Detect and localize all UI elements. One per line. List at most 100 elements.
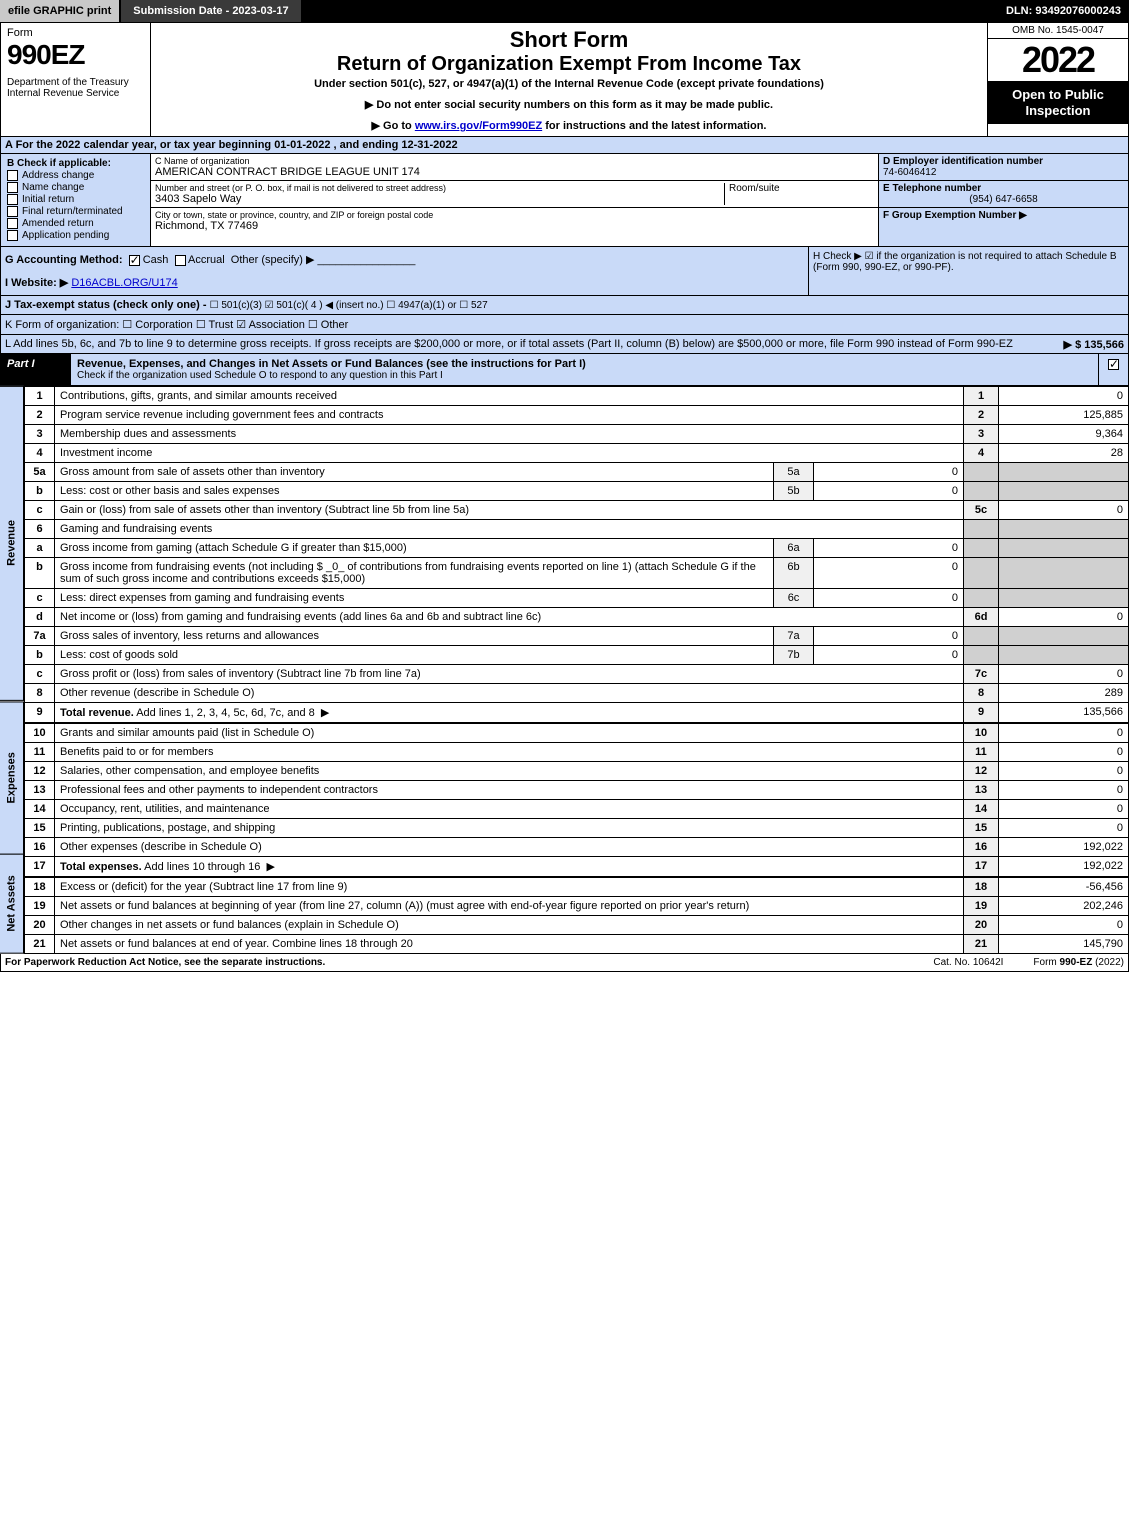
city-cell: City or town, state or province, country… xyxy=(151,208,878,246)
line-desc: Gross income from fundraising events (no… xyxy=(55,558,774,589)
header-right: OMB No. 1545-0047 2022 Open to Public In… xyxy=(988,23,1128,136)
chk-application-pending[interactable]: Application pending xyxy=(7,230,144,241)
table-row: 13Professional fees and other payments t… xyxy=(25,781,1129,800)
shaded-cell xyxy=(999,520,1129,539)
table-row: 17Total expenses. Add lines 10 through 1… xyxy=(25,857,1129,877)
footer-form: 990-EZ xyxy=(1060,957,1093,968)
line-desc: Gross income from gaming (attach Schedul… xyxy=(55,539,774,558)
chk-name-change[interactable]: Name change xyxy=(7,182,144,193)
revenue-table: 1Contributions, gifts, grants, and simil… xyxy=(24,386,1129,723)
org-name: AMERICAN CONTRACT BRIDGE LEAGUE UNIT 174 xyxy=(155,166,874,178)
line-desc: Investment income xyxy=(55,444,964,463)
part-i-title-text: Revenue, Expenses, and Changes in Net As… xyxy=(77,358,586,370)
cash-label: Cash xyxy=(143,254,169,266)
website-link[interactable]: D16ACBL.ORG/U174 xyxy=(71,277,177,289)
department: Department of the Treasury Internal Reve… xyxy=(7,77,144,99)
subline-value: 0 xyxy=(814,539,964,558)
org-name-label: C Name of organization xyxy=(155,156,874,166)
line-number: b xyxy=(25,646,55,665)
line-value: 28 xyxy=(999,444,1129,463)
line-g-left: G Accounting Method: Cash Accrual Other … xyxy=(1,247,808,295)
line-l-text: L Add lines 5b, 6c, and 7b to line 9 to … xyxy=(5,338,1013,350)
subline-value: 0 xyxy=(814,463,964,482)
side-labels: Revenue Expenses Net Assets xyxy=(0,386,24,954)
line-value: 0 xyxy=(999,608,1129,627)
subline-label: 7b xyxy=(774,646,814,665)
accrual-label: Accrual xyxy=(188,254,225,266)
line-ref: 6d xyxy=(964,608,999,627)
line-ref: 10 xyxy=(964,724,999,743)
line-value: 0 xyxy=(999,501,1129,520)
table-row: aGross income from gaming (attach Schedu… xyxy=(25,539,1129,558)
subline-label: 5b xyxy=(774,482,814,501)
accounting-method-label: G Accounting Method: xyxy=(5,254,123,266)
subline-value: 0 xyxy=(814,589,964,608)
line-desc: Excess or (deficit) for the year (Subtra… xyxy=(55,878,964,897)
line-ref: 11 xyxy=(964,743,999,762)
line-desc: Less: cost of goods sold xyxy=(55,646,774,665)
part-i-checkbox[interactable] xyxy=(1098,354,1128,385)
table-row: bLess: cost of goods sold7b0 xyxy=(25,646,1129,665)
table-row: 18Excess or (deficit) for the year (Subt… xyxy=(25,878,1129,897)
side-netassets: Net Assets xyxy=(0,854,24,954)
chk-address-change[interactable]: Address change xyxy=(7,170,144,181)
chk-accrual[interactable] xyxy=(175,255,186,266)
line-desc: Program service revenue including govern… xyxy=(55,406,964,425)
line-number: b xyxy=(25,482,55,501)
shaded-cell xyxy=(999,539,1129,558)
line-ref: 12 xyxy=(964,762,999,781)
netassets-table: 18Excess or (deficit) for the year (Subt… xyxy=(24,877,1129,954)
main-table-wrap: Revenue Expenses Net Assets 1Contributio… xyxy=(0,386,1129,954)
line-number: 10 xyxy=(25,724,55,743)
line-ref: 3 xyxy=(964,425,999,444)
submission-date: Submission Date - 2023-03-17 xyxy=(119,0,302,22)
chk-final-return[interactable]: Final return/terminated xyxy=(7,206,144,217)
chk-label-3: Final return/terminated xyxy=(22,206,123,217)
city-label: City or town, state or province, country… xyxy=(155,210,874,220)
chk-label-5: Application pending xyxy=(22,230,109,241)
line-l-amount: ▶ $ 135,566 xyxy=(1064,338,1124,351)
short-form-title: Short Form xyxy=(159,27,979,53)
title-box: Short Form Return of Organization Exempt… xyxy=(151,23,988,136)
shaded-cell xyxy=(999,558,1129,589)
line-number: 16 xyxy=(25,838,55,857)
footer-right: Form 990-EZ (2022) xyxy=(1033,957,1124,968)
subline-value: 0 xyxy=(814,627,964,646)
line-number: 20 xyxy=(25,916,55,935)
line-ref: 19 xyxy=(964,897,999,916)
line-desc: Membership dues and assessments xyxy=(55,425,964,444)
line-number: 5a xyxy=(25,463,55,482)
table-row: cGross profit or (loss) from sales of in… xyxy=(25,665,1129,684)
col-org-info: C Name of organization AMERICAN CONTRACT… xyxy=(151,154,878,246)
table-row: bLess: cost or other basis and sales exp… xyxy=(25,482,1129,501)
table-row: 11Benefits paid to or for members110 xyxy=(25,743,1129,762)
website-label: I Website: ▶ xyxy=(5,277,68,289)
shaded-cell xyxy=(999,646,1129,665)
shaded-cell xyxy=(964,627,999,646)
line-number: 15 xyxy=(25,819,55,838)
line-value: 0 xyxy=(999,916,1129,935)
shaded-cell xyxy=(999,482,1129,501)
omb-number: OMB No. 1545-0047 xyxy=(988,23,1128,39)
shaded-cell xyxy=(999,589,1129,608)
subline-label: 6c xyxy=(774,589,814,608)
line-value: 192,022 xyxy=(999,857,1129,877)
side-revenue: Revenue xyxy=(0,386,24,701)
chk-label-2: Initial return xyxy=(22,194,74,205)
ein-cell: D Employer identification number 74-6046… xyxy=(879,154,1128,181)
line-desc: Net assets or fund balances at beginning… xyxy=(55,897,964,916)
line-desc: Gross sales of inventory, less returns a… xyxy=(55,627,774,646)
line-value: 9,364 xyxy=(999,425,1129,444)
chk-initial-return[interactable]: Initial return xyxy=(7,194,144,205)
line-ref: 13 xyxy=(964,781,999,800)
line-number: c xyxy=(25,501,55,520)
group-exemption-cell: F Group Exemption Number ▶ xyxy=(879,208,1128,246)
chk-cash[interactable] xyxy=(129,255,140,266)
line-j: J Tax-exempt status (check only one) - ☐… xyxy=(0,296,1129,315)
irs-link[interactable]: www.irs.gov/Form990EZ xyxy=(415,120,542,132)
line-value: 0 xyxy=(999,387,1129,406)
chk-amended-return[interactable]: Amended return xyxy=(7,218,144,229)
table-row: 3Membership dues and assessments39,364 xyxy=(25,425,1129,444)
subline-value: 0 xyxy=(814,558,964,589)
subline-label: 7a xyxy=(774,627,814,646)
